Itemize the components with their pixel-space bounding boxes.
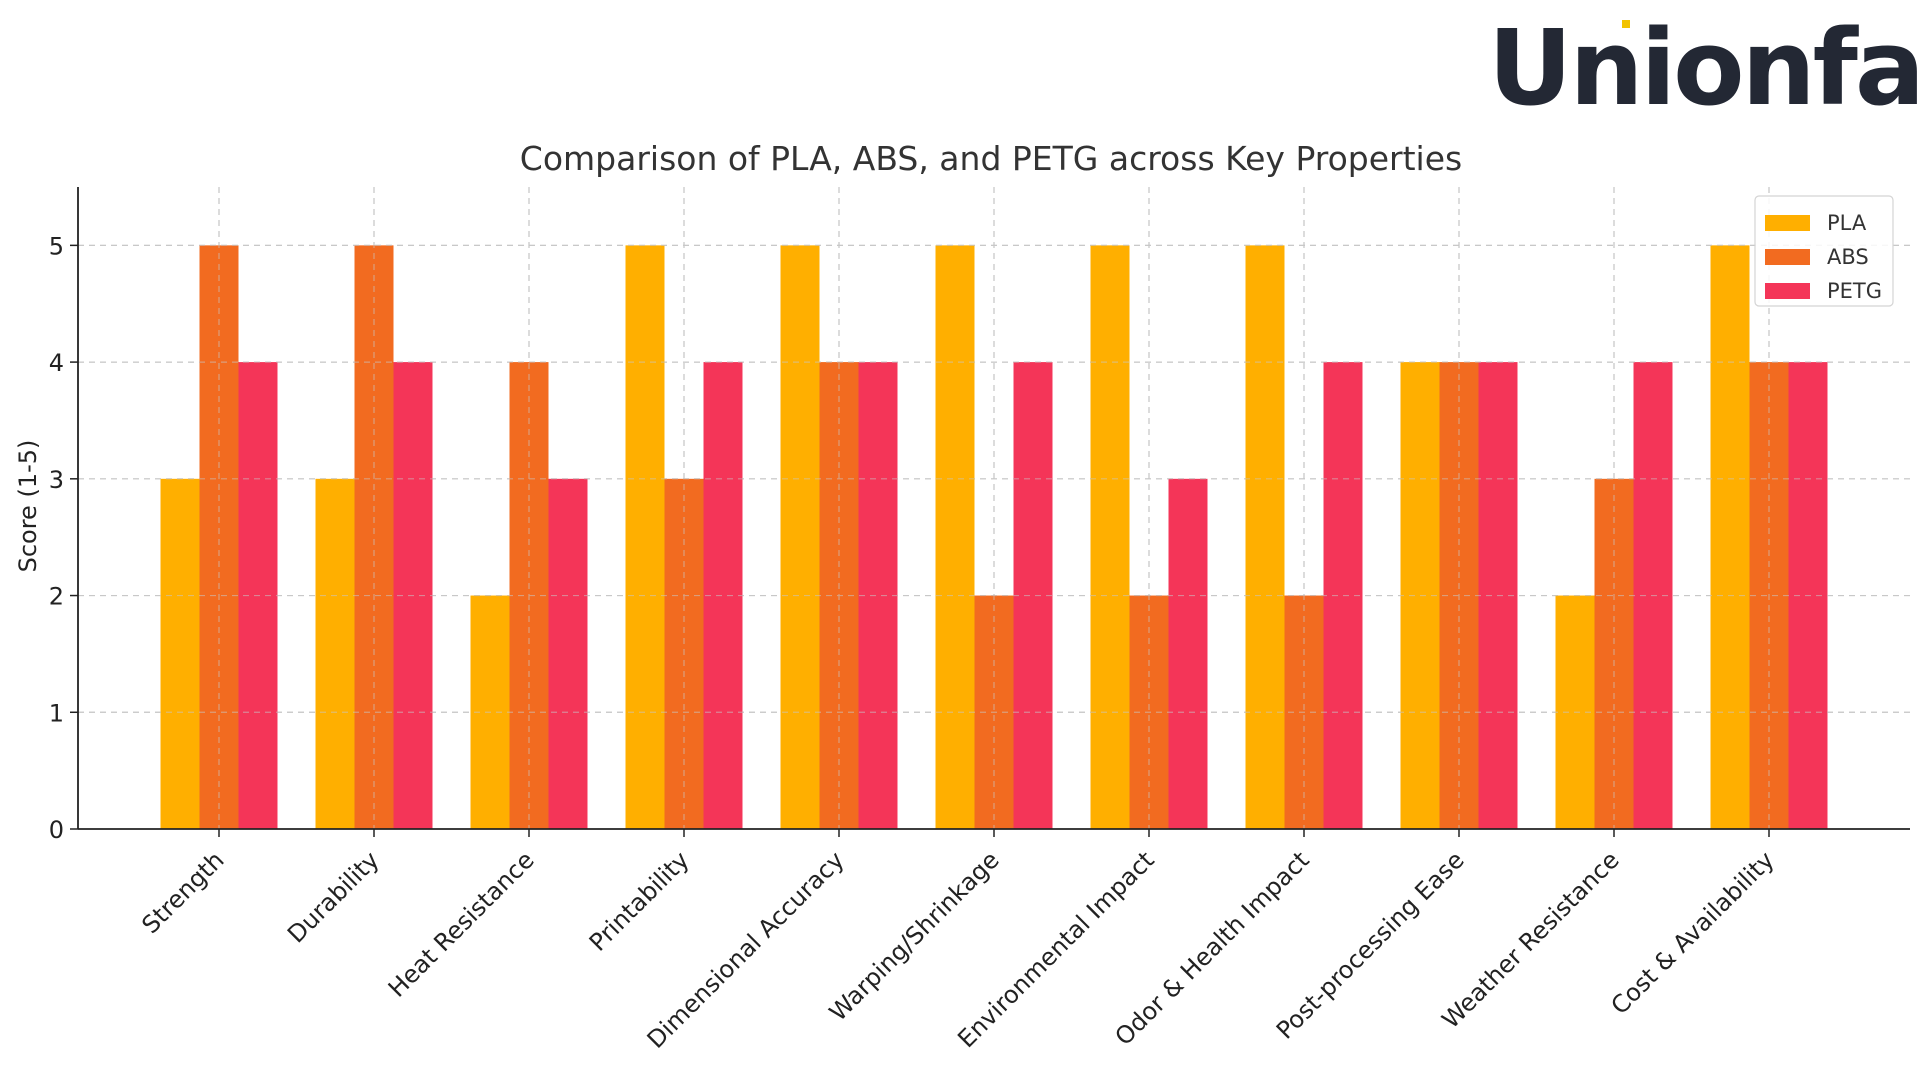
y-tick-label: 5: [49, 232, 64, 260]
legend: PLA ABS PETG: [1754, 195, 1894, 307]
x-tick-label: Warping/Shrinkage: [824, 846, 1005, 1027]
y-tick-labels: 0 1 2 3 4 5: [49, 232, 64, 844]
axes: [70, 187, 1910, 837]
y-tick-label: 0: [49, 816, 64, 844]
y-axis-label: Score (1-5): [14, 440, 42, 573]
x-tick-label: Strength: [136, 846, 229, 939]
bar-pla-0: [160, 478, 200, 829]
logo-accent-mark: [1622, 20, 1630, 28]
bar-pla-10: [1710, 245, 1750, 829]
unionfab-logo: Unionfab: [1488, 7, 1920, 129]
bar-pla-4: [780, 245, 820, 829]
bar-petg-2: [548, 478, 588, 829]
legend-swatch-pla: [1765, 215, 1810, 231]
x-tick-label: Heat Resistance: [383, 846, 540, 1003]
bar-pla-6: [1090, 245, 1130, 829]
chart-title: Comparison of PLA, ABS, and PETG across …: [520, 139, 1462, 178]
x-tick-label: Cost & Availability: [1606, 846, 1780, 1020]
legend-label-petg: PETG: [1827, 279, 1882, 303]
bar-petg-6: [1168, 478, 1208, 829]
legend-label-abs: ABS: [1827, 245, 1869, 269]
y-tick-label: 1: [49, 699, 64, 727]
x-tick-label: Weather Resistance: [1437, 846, 1625, 1034]
legend-swatch-petg: [1765, 283, 1810, 299]
x-tick-label: Printability: [584, 846, 695, 957]
grid-lines-overlay: [78, 187, 1910, 829]
y-tick-label: 3: [49, 466, 64, 494]
bar-pla-7: [1245, 245, 1285, 829]
y-tick-label: 2: [49, 583, 64, 611]
x-tick-label: Durability: [282, 846, 385, 949]
bar-pla-3: [625, 245, 665, 829]
logo-text: Unionfab: [1488, 7, 1920, 129]
y-tick-label: 4: [49, 349, 64, 377]
legend-swatch-abs: [1765, 249, 1810, 265]
bar-pla-1: [315, 478, 355, 829]
legend-label-pla: PLA: [1827, 211, 1867, 235]
bar-pla-5: [935, 245, 975, 829]
